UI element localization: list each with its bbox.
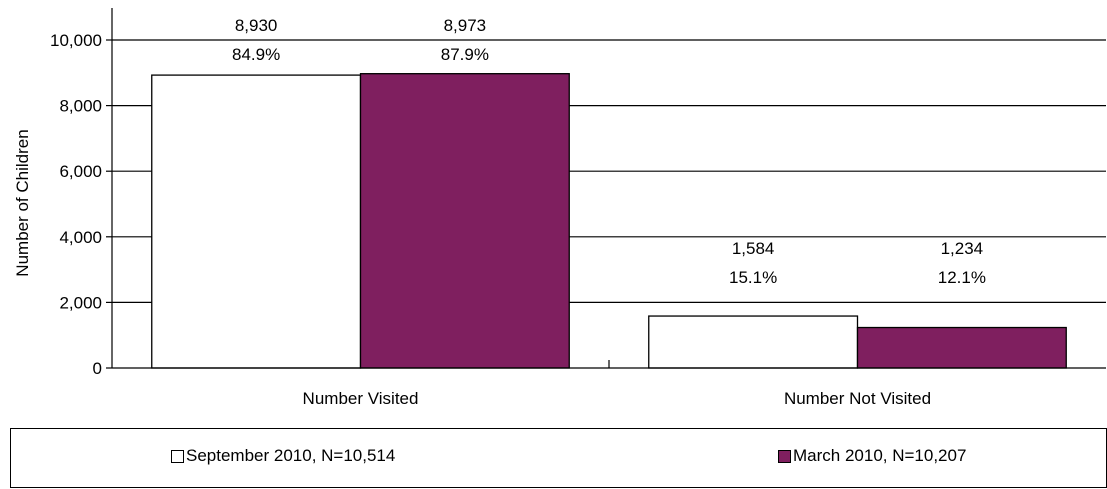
y-tick-label: 6,000	[59, 162, 102, 181]
data-label-percent: 84.9%	[232, 45, 280, 64]
data-label-percent: 87.9%	[441, 45, 489, 64]
y-tick-label: 2,000	[59, 293, 102, 312]
data-label-value: 1,234	[941, 239, 984, 258]
data-label-percent: 12.1%	[938, 268, 986, 287]
bar-march	[856, 326, 1067, 369]
x-tick-label: Number Visited	[303, 389, 419, 408]
y-tick-labels: 0 2,000 4,000 6,000 8,000 10,000	[50, 31, 102, 378]
y-tick-label: 4,000	[59, 228, 102, 247]
legend-swatch-march	[778, 449, 791, 463]
bar-september	[648, 315, 859, 369]
data-label-value: 1,584	[732, 239, 775, 258]
legend-label-march: March 2010, N=10,207	[793, 446, 967, 465]
data-label-percent: 15.1%	[729, 268, 777, 287]
legend-swatch-september	[171, 449, 184, 463]
y-tick-label: 8,000	[59, 97, 102, 116]
bar-september	[151, 74, 362, 369]
y-tick-label: 0	[93, 359, 102, 378]
data-label-value: 8,973	[444, 16, 487, 35]
y-axis-label: Number of Children	[13, 129, 32, 276]
bar-march	[359, 73, 570, 369]
axes	[106, 8, 1106, 369]
y-tick-label: 10,000	[50, 31, 102, 50]
x-tick-label: Number Not Visited	[784, 389, 931, 408]
bars	[151, 73, 1067, 369]
data-label-value: 8,930	[235, 16, 278, 35]
x-tick-labels: Number Visited Number Not Visited	[303, 389, 932, 408]
legend-item-march: March 2010, N=10,207	[778, 446, 966, 466]
bar-chart: 0 2,000 4,000 6,000 8,000 10,000 Number Visit…	[13, 8, 1106, 408]
data-labels: 8,930 84.9% 8,973 87.9% 1,584 15.1% 1,234 12.1%	[232, 16, 986, 287]
legend-label-september: September 2010, N=10,514	[186, 446, 396, 465]
legend: September 2010, N=10,514 March 2010, N=1…	[10, 428, 1107, 488]
legend-item-september: September 2010, N=10,514	[171, 446, 395, 466]
